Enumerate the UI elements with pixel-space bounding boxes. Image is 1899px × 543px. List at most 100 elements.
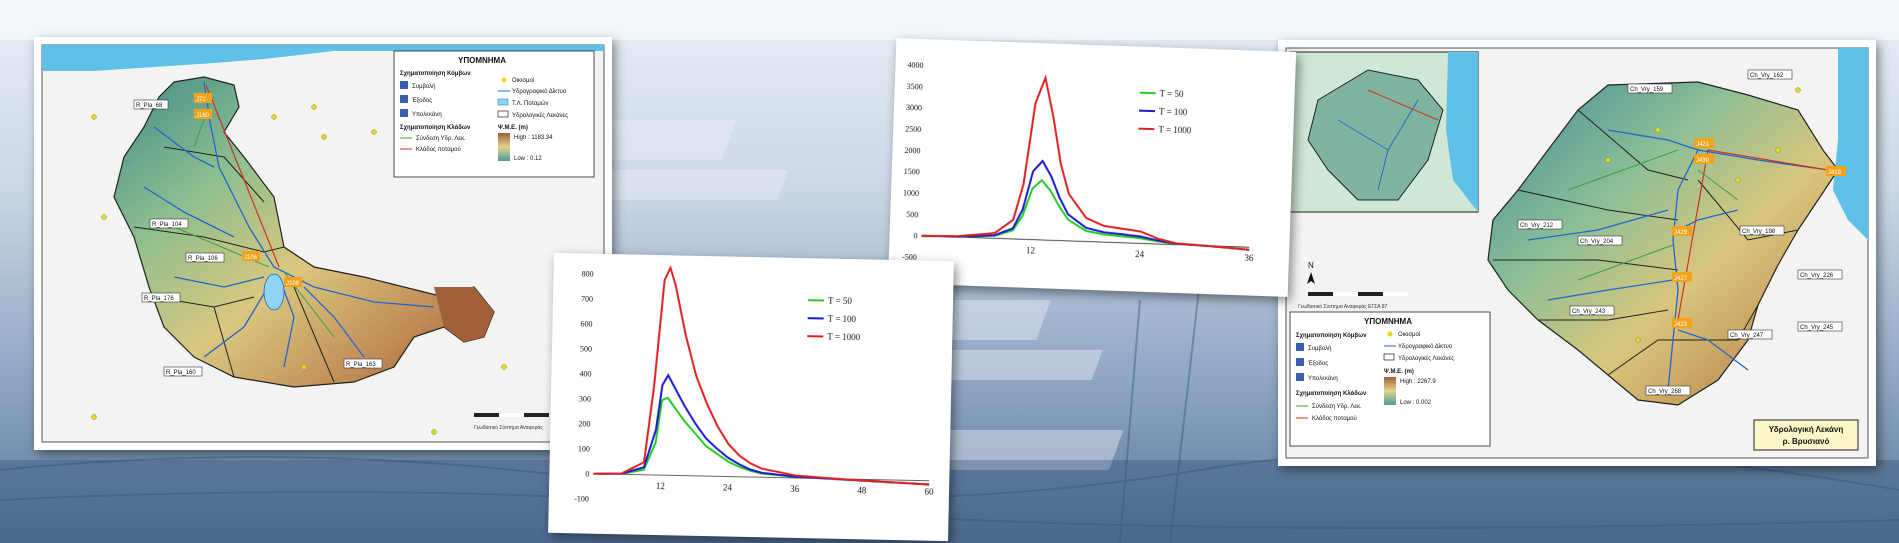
y-tick-label: 200 bbox=[578, 419, 590, 428]
y-tick-label: 4000 bbox=[907, 61, 923, 71]
reach-label: R_Pla_163 bbox=[346, 362, 376, 368]
y-tick-label: 600 bbox=[580, 319, 592, 328]
hydrograph-left-svg: 800 700 600 500 400 300 200 100 0 -100 12 24 36 48 60… bbox=[548, 252, 954, 542]
legend-item: Low : 0.12 bbox=[514, 156, 542, 162]
x-tick-label: 12 bbox=[656, 481, 665, 491]
legend-item: Έξοδος bbox=[411, 98, 432, 104]
legend-item: Low : 0.002 bbox=[1400, 400, 1432, 406]
y-tick-label: -500 bbox=[902, 252, 917, 262]
x-axis-line bbox=[593, 473, 930, 482]
y-tick-label: 800 bbox=[581, 269, 593, 278]
reach-label: Ch_Vry_162 bbox=[1750, 73, 1784, 79]
legend-item: Υπολεκάνη bbox=[412, 111, 442, 118]
legend-section-nodes: Σχηματοποίηση Κόμβων bbox=[1296, 333, 1367, 339]
reach-label: Ch_Vry_204 bbox=[1580, 239, 1614, 245]
reach-label: Ch_Vry_212 bbox=[1520, 223, 1554, 229]
map-left-panel: J72 J160 J106 J108 R_Pla_68 R_Pla_104 R_… bbox=[34, 37, 612, 450]
legend-item: Συμβολή bbox=[1308, 345, 1331, 352]
junction-label: J419 bbox=[1828, 170, 1842, 176]
junction-label: J160 bbox=[196, 113, 210, 119]
legend-item: Έξοδος bbox=[1307, 361, 1328, 367]
y-tick-label: 1500 bbox=[904, 167, 920, 177]
junction-label: J421 bbox=[1696, 142, 1710, 148]
y-tick-label: 500 bbox=[906, 210, 918, 219]
y-tick-label: 2000 bbox=[904, 146, 920, 156]
y-tick-label: 2500 bbox=[905, 124, 921, 134]
reach-label: Ch_Vry_245 bbox=[1800, 325, 1834, 331]
map-title-line2: ρ. Βρυσιανό bbox=[1783, 437, 1830, 446]
junction-label: J72 bbox=[196, 97, 206, 103]
legend-section-links: Σχηματοποίηση Κλάδων bbox=[1296, 391, 1367, 397]
svg-text:N: N bbox=[1308, 261, 1314, 270]
legend-item: Ψ.Μ.Ε. (m) bbox=[498, 125, 528, 131]
map-title-line1: Υδρολογική Λεκάνη bbox=[1769, 425, 1844, 434]
y-tick-label: 100 bbox=[578, 444, 590, 453]
x-tick-label: 36 bbox=[790, 484, 800, 494]
legend-item: Υπολεκάνη bbox=[1308, 375, 1338, 382]
x-tick-label: 36 bbox=[1244, 253, 1254, 263]
junction-label: J106 bbox=[244, 255, 258, 261]
legend-title: ΥΠΟΜΝΗΜΑ bbox=[458, 56, 506, 65]
legend-item: Συμβολή bbox=[412, 83, 435, 90]
y-tick-label: -100 bbox=[574, 494, 589, 503]
legend-label: T = 100 bbox=[828, 314, 857, 325]
legend-item: Υδρογραφικό Δίκτυο bbox=[512, 88, 567, 95]
junction-label: J430 bbox=[1696, 158, 1710, 164]
y-tick-label: 3000 bbox=[906, 103, 922, 113]
x-tick-label: 24 bbox=[1135, 249, 1145, 259]
legend-item: High : 2267.9 bbox=[1400, 379, 1436, 385]
junction-label: J108 bbox=[286, 281, 300, 287]
y-tick-label: 400 bbox=[579, 369, 591, 378]
x-tick-label: 60 bbox=[924, 487, 934, 497]
legend-item: Ψ.Μ.Ε. (m) bbox=[1384, 369, 1414, 375]
legend-item: Σύνδεση Υδρ. Λεκ. bbox=[416, 136, 466, 142]
reach-label: R_Pla_106 bbox=[188, 256, 218, 262]
reach-label: R_Pla_104 bbox=[152, 222, 182, 228]
junction-label: J429 bbox=[1674, 230, 1688, 236]
reach-label: Ch_Vry_226 bbox=[1800, 273, 1834, 279]
map-right-panel: J421 J430 J429 J427 J423 J419 Ch_Vry_159… bbox=[1278, 40, 1876, 466]
legend-label: T = 100 bbox=[1159, 106, 1188, 117]
legend-item: Κλάδος ποταμού bbox=[416, 146, 461, 153]
reach-label: Ch_Vry_268 bbox=[1648, 389, 1682, 395]
legend-section-nodes: Σχηματοποίηση Κόμβων bbox=[400, 71, 471, 77]
x-tick-label: 48 bbox=[857, 485, 867, 495]
legend-section-links: Σχηματοποίηση Κλάδων bbox=[400, 125, 471, 131]
y-tick-label: 0 bbox=[585, 470, 589, 479]
x-tick-label: 24 bbox=[723, 482, 733, 492]
legend-swatch bbox=[1139, 91, 1156, 95]
y-tick-label: 700 bbox=[581, 294, 593, 303]
reach-label: Ch_Vry_159 bbox=[1630, 87, 1664, 93]
x-tick-label: 12 bbox=[1026, 245, 1035, 255]
legend-label: T = 50 bbox=[828, 296, 853, 307]
y-tick-label: 1000 bbox=[903, 188, 919, 198]
hydrograph-chart-left: 800 700 600 500 400 300 200 100 0 -100 12 24 36 48 60… bbox=[548, 252, 954, 542]
series-line bbox=[593, 264, 930, 486]
y-tick-label: 3500 bbox=[907, 82, 923, 92]
map-left-svg: J72 J160 J106 J108 R_Pla_68 R_Pla_104 R_… bbox=[34, 37, 612, 450]
legend-title: ΥΠΟΜΝΗΜΑ bbox=[1364, 317, 1412, 326]
reach-label: Ch_Vry_247 bbox=[1730, 333, 1764, 339]
hydrograph-right-svg: 4000 3500 3000 2500 2000 1500 1000 500 0 -500 12 2… bbox=[887, 38, 1297, 297]
legend-label: T = 1000 bbox=[827, 332, 861, 343]
legend-item: High : 1183.34 bbox=[514, 135, 553, 141]
series-line bbox=[921, 159, 1250, 251]
reach-label: Ch_Vry_198 bbox=[1742, 229, 1776, 235]
legend-item: Οικισμοί bbox=[1398, 332, 1421, 338]
junction-label: J427 bbox=[1674, 276, 1688, 282]
reach-label: R_Pla_176 bbox=[144, 296, 174, 302]
hydrograph-chart-right: 4000 3500 3000 2500 2000 1500 1000 500 0 -500 12 2… bbox=[887, 38, 1297, 297]
legend-swatch bbox=[1138, 109, 1156, 113]
map-credit: Γεωδαιτικό Σύστημα Αναφοράς ΕΓΣΑ 87 bbox=[1298, 303, 1388, 310]
reach-label: Ch_Vry_243 bbox=[1572, 309, 1606, 315]
legend-item: Οικισμοί bbox=[512, 78, 535, 84]
y-tick-label: 0 bbox=[913, 231, 917, 240]
legend-item: Κλάδος ποταμού bbox=[1312, 415, 1357, 422]
legend-item: Σύνδεση Υδρ. Λεκ. bbox=[1312, 404, 1362, 410]
legend-item: Υδρογραφικό Δίκτυο bbox=[1398, 343, 1453, 350]
legend-item: Υδρολογικές Λεκάνες bbox=[512, 112, 568, 119]
y-tick-label: 300 bbox=[579, 394, 591, 403]
map-right-svg: J421 J430 J429 J427 J423 J419 Ch_Vry_159… bbox=[1278, 40, 1876, 466]
reach-label: R_Pla_68 bbox=[136, 103, 163, 109]
legend-swatch bbox=[1138, 127, 1155, 131]
